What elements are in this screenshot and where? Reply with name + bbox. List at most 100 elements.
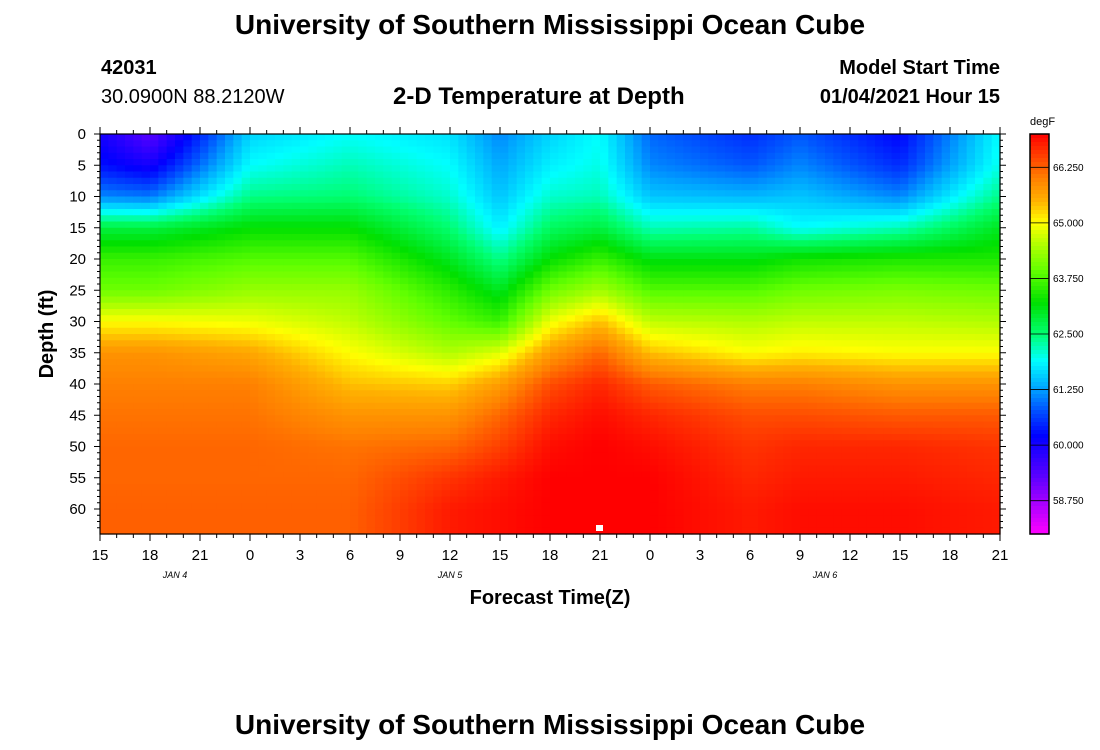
heatmap-cell	[641, 465, 651, 473]
heatmap-cell	[291, 496, 301, 504]
heatmap-cell	[566, 421, 576, 429]
heatmap-cell	[316, 290, 326, 298]
heatmap-cell	[316, 159, 326, 166]
heatmap-cell	[716, 521, 726, 529]
heatmap-cell	[233, 396, 243, 404]
heatmap-cell	[408, 421, 418, 429]
heatmap-cell	[516, 352, 526, 360]
heatmap-cell	[341, 221, 351, 229]
heatmap-cell	[233, 427, 243, 435]
heatmap-cell	[333, 409, 343, 416]
heatmap-cell	[691, 315, 701, 323]
heatmap-cell	[416, 346, 426, 354]
heatmap-cell	[683, 452, 693, 460]
heatmap-cell	[308, 402, 318, 410]
heatmap-cell	[108, 252, 118, 260]
heatmap-cell	[541, 302, 551, 310]
heatmap-cell	[391, 309, 401, 316]
heatmap-cell	[141, 265, 151, 273]
heatmap-cell	[408, 202, 418, 210]
heatmap-cell	[275, 334, 284, 341]
heatmap-cell	[650, 134, 659, 141]
heatmap-cell	[283, 146, 293, 154]
heatmap-cell	[250, 190, 259, 198]
heatmap-cell	[408, 146, 418, 154]
heatmap-cell	[250, 165, 259, 173]
heatmap-cell	[225, 315, 234, 323]
heatmap-cell	[500, 290, 509, 298]
heatmap-cell	[333, 190, 343, 198]
heatmap-cell	[525, 134, 534, 141]
heatmap-cell	[408, 471, 418, 479]
heatmap-cell	[391, 484, 401, 491]
heatmap-cell	[316, 359, 326, 366]
heatmap-cell	[450, 302, 459, 310]
heatmap-cell	[500, 440, 509, 448]
heatmap-cell	[725, 340, 734, 348]
heatmap-cell	[308, 515, 318, 523]
heatmap-cell	[166, 459, 176, 466]
heatmap-cell	[483, 377, 493, 385]
heatmap-cell	[575, 340, 584, 348]
heatmap-cell	[225, 465, 234, 473]
heatmap-cell	[633, 390, 643, 398]
heatmap-cell	[241, 377, 251, 385]
heatmap-cell	[316, 259, 326, 266]
heatmap-cell	[316, 165, 326, 173]
heatmap-cell	[691, 159, 701, 166]
heatmap-cell	[533, 290, 543, 298]
heatmap-cell	[141, 302, 151, 310]
heatmap-cell	[250, 302, 259, 310]
heatmap-cell	[625, 371, 634, 379]
heatmap-cell	[483, 334, 493, 341]
heatmap-cell	[450, 509, 459, 516]
heatmap-cell	[241, 446, 251, 454]
heatmap-cell	[558, 159, 568, 166]
heatmap-cell	[591, 371, 601, 379]
heatmap-cell	[208, 284, 218, 291]
heatmap-cell	[166, 165, 176, 173]
heatmap-cell	[350, 202, 359, 210]
heatmap-cell	[116, 296, 126, 304]
heatmap-cell	[266, 146, 276, 154]
heatmap-cell	[541, 490, 551, 498]
heatmap-cell	[675, 152, 684, 160]
heatmap-cell	[491, 165, 501, 173]
heatmap-cell	[583, 459, 593, 466]
heatmap-cell	[650, 321, 659, 329]
heatmap-cell	[366, 284, 376, 291]
heatmap-cell	[425, 284, 434, 291]
heatmap-cell	[133, 184, 143, 191]
heatmap-cell	[283, 159, 293, 166]
heatmap-cell	[158, 215, 168, 223]
heatmap-cell	[358, 327, 368, 335]
heatmap-cell	[458, 315, 468, 323]
heatmap-cell	[666, 240, 676, 248]
heatmap-cell	[233, 265, 243, 273]
heatmap-cell	[350, 452, 359, 460]
heatmap-cell	[250, 327, 259, 335]
heatmap-cell	[466, 484, 476, 491]
heatmap-cell	[583, 265, 593, 273]
heatmap-cell	[633, 427, 643, 435]
heatmap-cell	[116, 271, 126, 279]
heatmap-cell	[483, 365, 493, 373]
heatmap-cell	[291, 290, 301, 298]
heatmap-cell	[208, 277, 218, 285]
heatmap-cell	[200, 471, 209, 479]
heatmap-cell	[483, 271, 493, 279]
heatmap-cell	[675, 277, 684, 285]
heatmap-cell	[216, 321, 226, 329]
heatmap-cell	[158, 321, 168, 329]
heatmap-cell	[358, 471, 368, 479]
heatmap-cell	[575, 484, 584, 491]
heatmap-cell	[741, 371, 751, 379]
heatmap-cell	[391, 440, 401, 448]
heatmap-cell	[141, 259, 151, 266]
heatmap-cell	[500, 240, 509, 248]
heatmap-cell	[550, 446, 559, 454]
heatmap-cell	[441, 427, 451, 435]
heatmap-cell	[450, 296, 459, 304]
heatmap-cell	[300, 515, 309, 523]
heatmap-cell	[633, 240, 643, 248]
